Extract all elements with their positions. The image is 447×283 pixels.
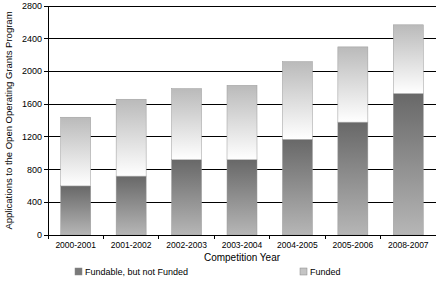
x-tick bbox=[48, 235, 49, 239]
y-tick-label: 400 bbox=[27, 197, 42, 207]
y-tick bbox=[44, 71, 48, 72]
bar-segment bbox=[338, 47, 368, 122]
y-axis bbox=[48, 6, 49, 235]
y-tick bbox=[44, 235, 48, 236]
x-tick bbox=[214, 235, 215, 239]
x-tick bbox=[158, 235, 159, 239]
y-axis-label: Applications to the Open Operating Grant… bbox=[3, 11, 14, 229]
grid-line bbox=[48, 6, 436, 7]
x-tick bbox=[103, 235, 104, 239]
bar-segment bbox=[116, 176, 146, 235]
x-tick-label: 2001-2002 bbox=[111, 240, 152, 250]
x-tick bbox=[269, 235, 270, 239]
y-tick-label: 2000 bbox=[22, 66, 42, 76]
x-tick-label: 2008-2007 bbox=[388, 240, 429, 250]
bar-segment bbox=[393, 25, 423, 94]
y-tick-label: 1600 bbox=[22, 99, 42, 109]
legend-label: Fundable, but not Funded bbox=[85, 267, 188, 277]
y-tick-label: 2400 bbox=[22, 34, 42, 44]
bar-segment bbox=[172, 89, 202, 160]
x-tick-label: 2004-2005 bbox=[277, 240, 318, 250]
x-tick bbox=[380, 235, 381, 239]
bar-segment bbox=[172, 160, 202, 235]
bar-segment bbox=[227, 85, 257, 159]
legend-swatch bbox=[75, 268, 82, 275]
bar-segment bbox=[227, 160, 257, 235]
x-tick-label: 2000-2001 bbox=[55, 240, 96, 250]
y-tick bbox=[44, 38, 48, 39]
y-tick bbox=[44, 6, 48, 7]
legend-label: Funded bbox=[310, 267, 341, 277]
x-tick bbox=[325, 235, 326, 239]
y-tick-label: 1200 bbox=[22, 132, 42, 142]
chart-svg: 0 400 800 1200 1600 2000 2400 2800 2000-2001 2001… bbox=[0, 0, 447, 283]
bar-segment bbox=[338, 122, 368, 235]
chart: 0 400 800 1200 1600 2000 2400 2800 2000-2001 2001… bbox=[0, 0, 447, 283]
y-tick bbox=[44, 169, 48, 170]
bars bbox=[61, 25, 424, 235]
legend-swatch bbox=[300, 268, 307, 275]
grid-line bbox=[48, 38, 436, 39]
y-tick-label: 800 bbox=[27, 165, 42, 175]
y-tick bbox=[44, 202, 48, 203]
y-tick-label: 2800 bbox=[22, 1, 42, 11]
bar-segment bbox=[116, 99, 146, 176]
bar-segment bbox=[61, 117, 91, 186]
x-tick-label: 2003-2004 bbox=[222, 240, 263, 250]
bar-segment bbox=[282, 139, 312, 235]
bar-segment bbox=[282, 62, 312, 140]
bar-segment bbox=[393, 94, 423, 235]
grid-line bbox=[48, 71, 436, 72]
x-axis-label: Competition Year bbox=[204, 252, 281, 263]
bar-segment bbox=[61, 186, 91, 235]
y-tick bbox=[44, 136, 48, 137]
x-tick-label: 2005-2006 bbox=[333, 240, 374, 250]
y-tick-label: 0 bbox=[37, 230, 42, 240]
y-tick bbox=[44, 104, 48, 105]
x-tick-label: 2002-2003 bbox=[166, 240, 207, 250]
